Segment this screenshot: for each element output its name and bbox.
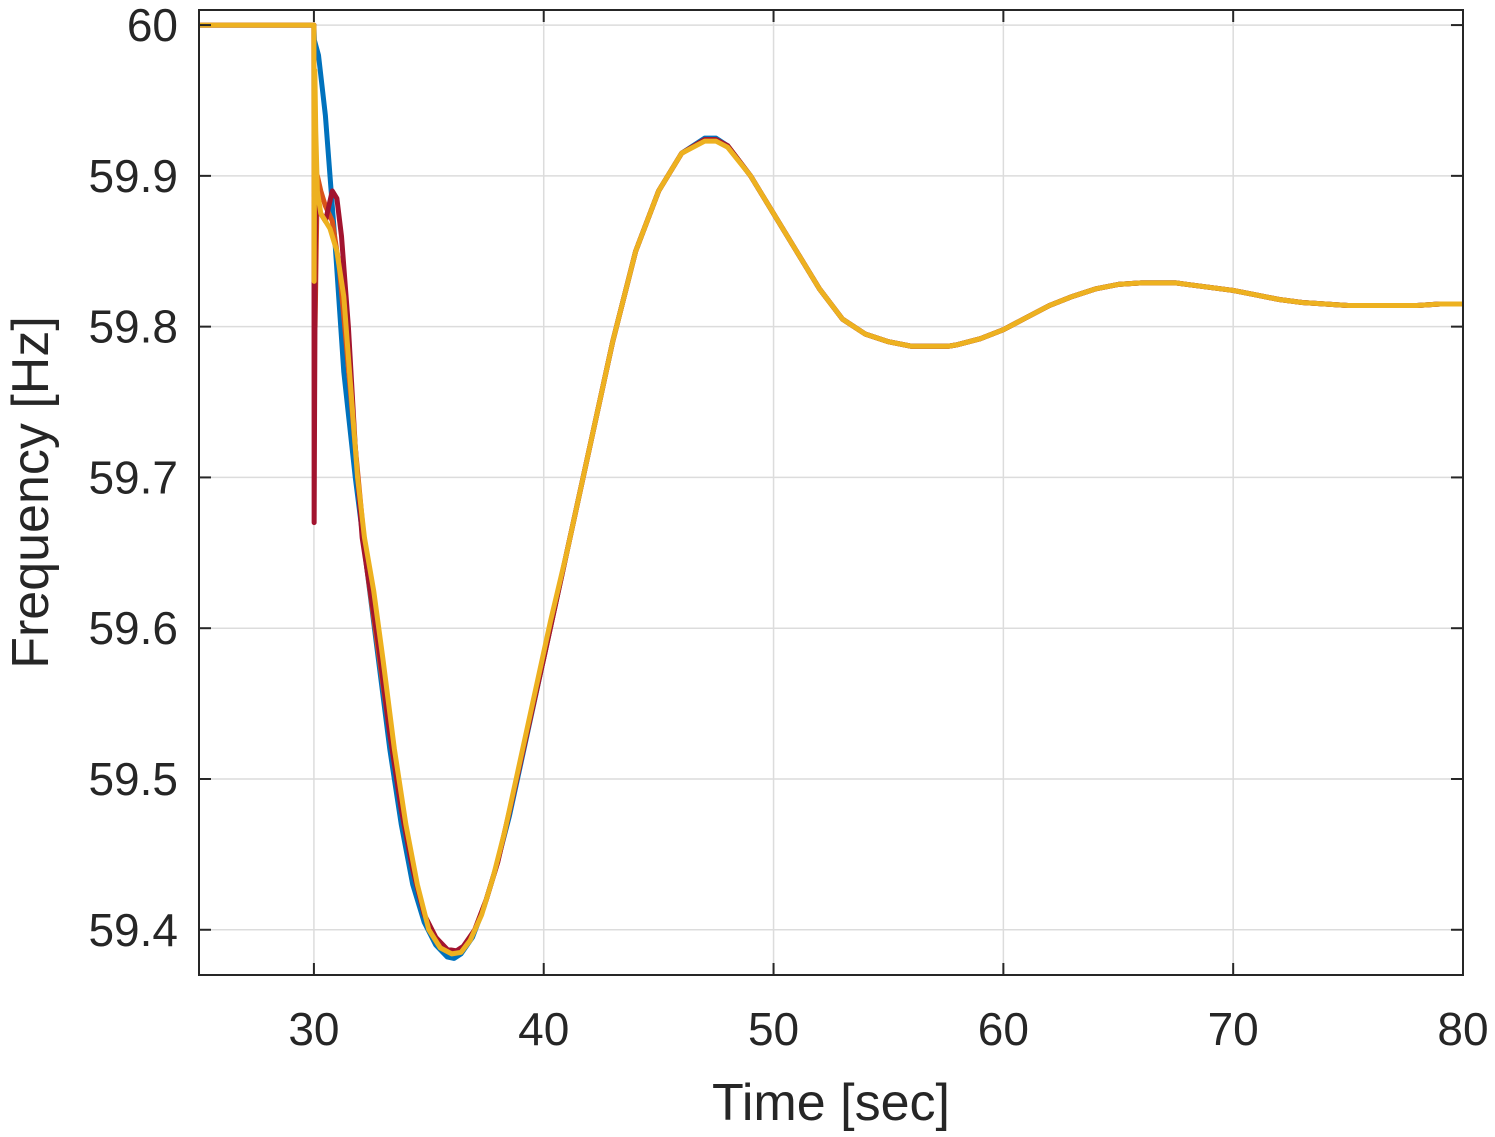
y-tick-label: 60 <box>127 0 178 51</box>
x-tick-label: 50 <box>748 1003 799 1055</box>
y-tick-label: 59.5 <box>88 753 178 805</box>
y-tick-label: 59.8 <box>88 301 178 353</box>
plot-area <box>198 9 1464 976</box>
x-tick-label: 70 <box>1208 1003 1259 1055</box>
y-axis-title: Frequency [Hz] <box>2 316 60 669</box>
plot-background <box>199 10 1463 975</box>
x-tick-label: 60 <box>978 1003 1029 1055</box>
y-tick-labels: 59.4 59.5 59.6 59.7 59.8 59.9 60 <box>88 0 178 956</box>
grid-lines <box>199 10 1464 975</box>
y-tick-label: 59.9 <box>88 150 178 202</box>
y-tick-label: 59.6 <box>88 602 178 654</box>
axes-box <box>198 9 1464 976</box>
y-tick-label: 59.4 <box>88 904 178 956</box>
x-tick-labels: 30 40 50 60 70 80 <box>288 1003 1488 1055</box>
series-lines <box>199 22 1463 961</box>
y-tick-label: 59.7 <box>88 451 178 503</box>
x-tick-label: 30 <box>288 1003 339 1055</box>
series-line-4 <box>199 22 1463 957</box>
x-tick-label: 40 <box>518 1003 569 1055</box>
x-tick-label: 80 <box>1437 1003 1488 1055</box>
x-axis-title: Time [sec] <box>712 1074 950 1132</box>
tick-marks <box>199 10 1464 975</box>
